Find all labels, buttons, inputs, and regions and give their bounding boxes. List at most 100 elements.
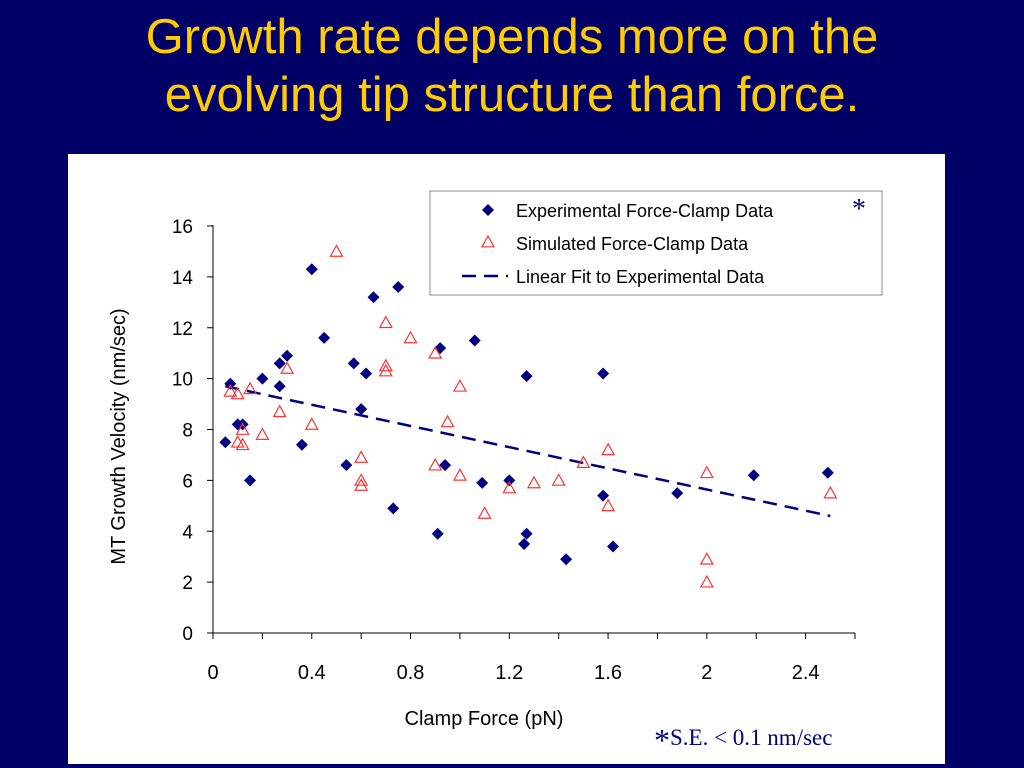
simulated-point xyxy=(526,475,542,489)
simulated-point xyxy=(354,473,369,486)
legend-fit-label: Linear Fit to Experimental Data xyxy=(516,267,765,287)
y-tick-label: 14 xyxy=(172,268,194,289)
legend-star: * xyxy=(852,194,866,225)
y-axis-label: MT Growth Velocity (nm/sec) xyxy=(108,308,130,564)
simulated-point xyxy=(477,506,492,519)
x-tick-label: 0.4 xyxy=(298,662,326,684)
experimental-point xyxy=(355,403,368,416)
simulated-points xyxy=(223,244,838,588)
y-tick-label: 10 xyxy=(172,370,193,391)
simulated-point xyxy=(823,485,838,499)
simulated-point xyxy=(378,315,393,329)
x-tick-label: 0.8 xyxy=(397,662,425,684)
y-tick-label: 12 xyxy=(172,319,193,340)
simulated-point xyxy=(601,498,616,512)
simulated-point xyxy=(502,480,517,494)
simulated-point xyxy=(243,381,258,395)
footnote-text: S.E. < 0.1 nm/sec xyxy=(670,725,833,750)
legend-experimental-label: Experimental Force-Clamp Data xyxy=(516,201,774,221)
y-tick-label: 6 xyxy=(182,471,193,492)
simulated-point xyxy=(272,404,287,418)
linear-fit-layer xyxy=(225,385,831,518)
slide-title-line-1: Growth rate depends more on the xyxy=(145,10,879,64)
experimental-point xyxy=(219,436,232,449)
simulated-point xyxy=(223,384,238,397)
y-tick-label: 2 xyxy=(182,573,193,594)
simulated-point xyxy=(329,244,344,257)
x-tick-label: 2.4 xyxy=(792,662,820,684)
scatter-chart: 0 2 4 6 8 10 12 14 16 0 0.4 0.8 1.2 1.6 2 2.4 Clamp Forc… xyxy=(108,190,883,730)
y-tick-label: 8 xyxy=(182,421,193,442)
chart-legend: Experimental Force-Clamp Data * Simulated … xyxy=(429,190,883,296)
experimental-point xyxy=(273,357,286,370)
y-tick-label: 0 xyxy=(182,624,193,645)
experimental-point xyxy=(305,263,318,276)
experimental-point xyxy=(281,349,294,362)
x-tick-label: 0 xyxy=(207,662,218,684)
legend-experimental-marker xyxy=(482,204,494,216)
experimental-point xyxy=(347,357,360,370)
y-tick-label: 16 xyxy=(172,217,193,238)
x-tick-label: 1.2 xyxy=(495,662,523,684)
axes: 0 2 4 6 8 10 12 14 16 0 0.4 0.8 1.2 1.6 2 2.4 Clamp Forc… xyxy=(108,217,856,730)
experimental-point xyxy=(244,474,257,487)
simulated-point xyxy=(235,437,250,451)
simulated-point xyxy=(378,358,393,372)
experimental-point xyxy=(503,474,516,487)
experimental-point xyxy=(468,334,481,347)
footnote: *S.E. < 0.1 nm/sec xyxy=(654,722,832,759)
experimental-point xyxy=(340,459,353,472)
experimental-point xyxy=(520,370,533,383)
x-axis-label: Clamp Force (pN) xyxy=(405,708,564,730)
linear-fit-line xyxy=(225,385,831,518)
experimental-point xyxy=(224,377,237,390)
simulated-point xyxy=(230,434,245,448)
legend-simulated-label: Simulated Force-Clamp Data xyxy=(516,234,749,254)
simulated-point xyxy=(354,478,369,491)
experimental-point xyxy=(747,469,760,482)
simulated-point xyxy=(255,427,270,440)
experimental-point xyxy=(597,367,610,380)
simulated-point xyxy=(428,345,443,359)
footnote-star: * xyxy=(654,722,670,758)
simulated-point xyxy=(452,379,467,392)
simulated-point xyxy=(280,361,295,374)
experimental-points xyxy=(219,263,834,566)
simulated-point xyxy=(699,465,714,479)
simulated-point xyxy=(601,442,616,456)
experimental-point xyxy=(273,380,286,393)
experimental-point xyxy=(439,459,452,472)
slide-title: Growth rate depends more on the evolving… xyxy=(0,8,1024,124)
experimental-point xyxy=(597,489,610,502)
experimental-point xyxy=(518,537,531,550)
x-tick-label: 2 xyxy=(701,662,712,684)
legend-box xyxy=(429,190,883,296)
simulated-point xyxy=(304,417,319,430)
simulated-point xyxy=(699,551,714,565)
simulated-point xyxy=(230,386,245,400)
experimental-point xyxy=(256,372,269,385)
experimental-point xyxy=(607,540,620,553)
experimental-point xyxy=(671,487,684,500)
legend-simulated-marker xyxy=(480,234,496,248)
experimental-point xyxy=(295,438,308,451)
x-tick-label: 1.6 xyxy=(594,662,622,684)
experimental-point xyxy=(387,502,400,515)
experimental-point xyxy=(476,476,489,489)
experimental-point xyxy=(821,466,834,479)
simulated-point xyxy=(551,473,566,486)
simulated-point xyxy=(354,450,369,463)
experimental-point xyxy=(360,367,373,380)
slide-title-line-2: evolving tip structure than force. xyxy=(164,68,860,122)
chart-panel: 0 2 4 6 8 10 12 14 16 0 0.4 0.8 1.2 1.6 2 2.4 Clamp Forc… xyxy=(68,154,945,764)
simulated-point xyxy=(428,457,443,471)
simulated-point xyxy=(440,414,455,428)
experimental-point xyxy=(318,331,331,344)
simulated-point xyxy=(403,330,418,344)
experimental-point xyxy=(520,527,533,540)
simulated-point xyxy=(699,574,714,588)
simulated-point xyxy=(576,455,591,468)
simulated-point xyxy=(452,468,467,481)
experimental-point xyxy=(367,291,380,304)
experimental-point xyxy=(431,527,444,540)
